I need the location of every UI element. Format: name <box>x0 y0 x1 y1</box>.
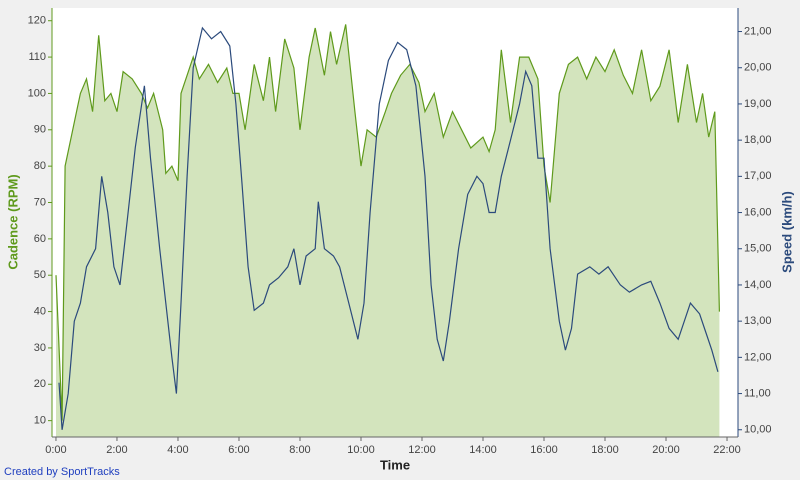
x-tick-label: 14:00 <box>469 444 497 456</box>
y2-tick-label: 17,00 <box>744 170 772 182</box>
y2-tick-label: 10,00 <box>744 424 772 436</box>
y-tick-label: 110 <box>28 51 46 63</box>
y-tick-label: 60 <box>34 233 46 245</box>
line <box>58 26 719 430</box>
x-tick-label: 16:00 <box>530 444 558 456</box>
y-tick-label: 100 <box>28 87 46 99</box>
y2-tick-label: 15,00 <box>744 243 772 255</box>
x-tick-label: 2:00 <box>106 444 127 456</box>
y2-axis-label: Speed (km/h) <box>779 191 794 273</box>
y2-tick-label: 14,00 <box>744 279 772 291</box>
y2-tick-label: 12,00 <box>744 351 772 363</box>
x-tick-label: 22:00 <box>713 444 741 456</box>
x-tick-label: 10:00 <box>347 444 375 456</box>
credit: Created by SportTracks <box>4 466 120 478</box>
y-tick-label: 20 <box>34 378 46 390</box>
y-tick-label: 30 <box>34 342 46 354</box>
x-tick-label: 6:00 <box>228 444 249 456</box>
y2-tick-label: 11,00 <box>744 387 771 399</box>
y-tick-label: 90 <box>34 124 46 136</box>
x-tick-label: 20:00 <box>652 444 680 456</box>
x-axis-label: Time <box>380 457 410 472</box>
x-tick-label: 4:00 <box>167 444 188 456</box>
y-tick-label: 40 <box>34 305 46 317</box>
y-tick-label: 120 <box>28 15 46 27</box>
y-axis-label: Cadence (RPM) <box>5 174 20 269</box>
y2-tick-label: 13,00 <box>744 315 772 327</box>
x-tick-label: 8:00 <box>289 444 310 456</box>
x-tick-label: 0:00 <box>45 444 66 456</box>
y-tick-label: 10 <box>34 415 46 427</box>
y-tick-label: 50 <box>34 269 46 281</box>
y2-tick-label: 16,00 <box>744 206 772 218</box>
y2-tick-label: 19,00 <box>744 98 772 110</box>
y-tick-label: 70 <box>34 196 46 208</box>
y2-tick-label: 20,00 <box>744 62 772 74</box>
y2-tick-label: 18,00 <box>744 134 772 146</box>
y-tick-label: 80 <box>34 160 46 172</box>
x-tick-label: 18:00 <box>591 444 619 456</box>
y2-tick-label: 21,00 <box>744 25 772 37</box>
x-tick-label: 12:00 <box>408 444 436 456</box>
area <box>56 24 720 438</box>
